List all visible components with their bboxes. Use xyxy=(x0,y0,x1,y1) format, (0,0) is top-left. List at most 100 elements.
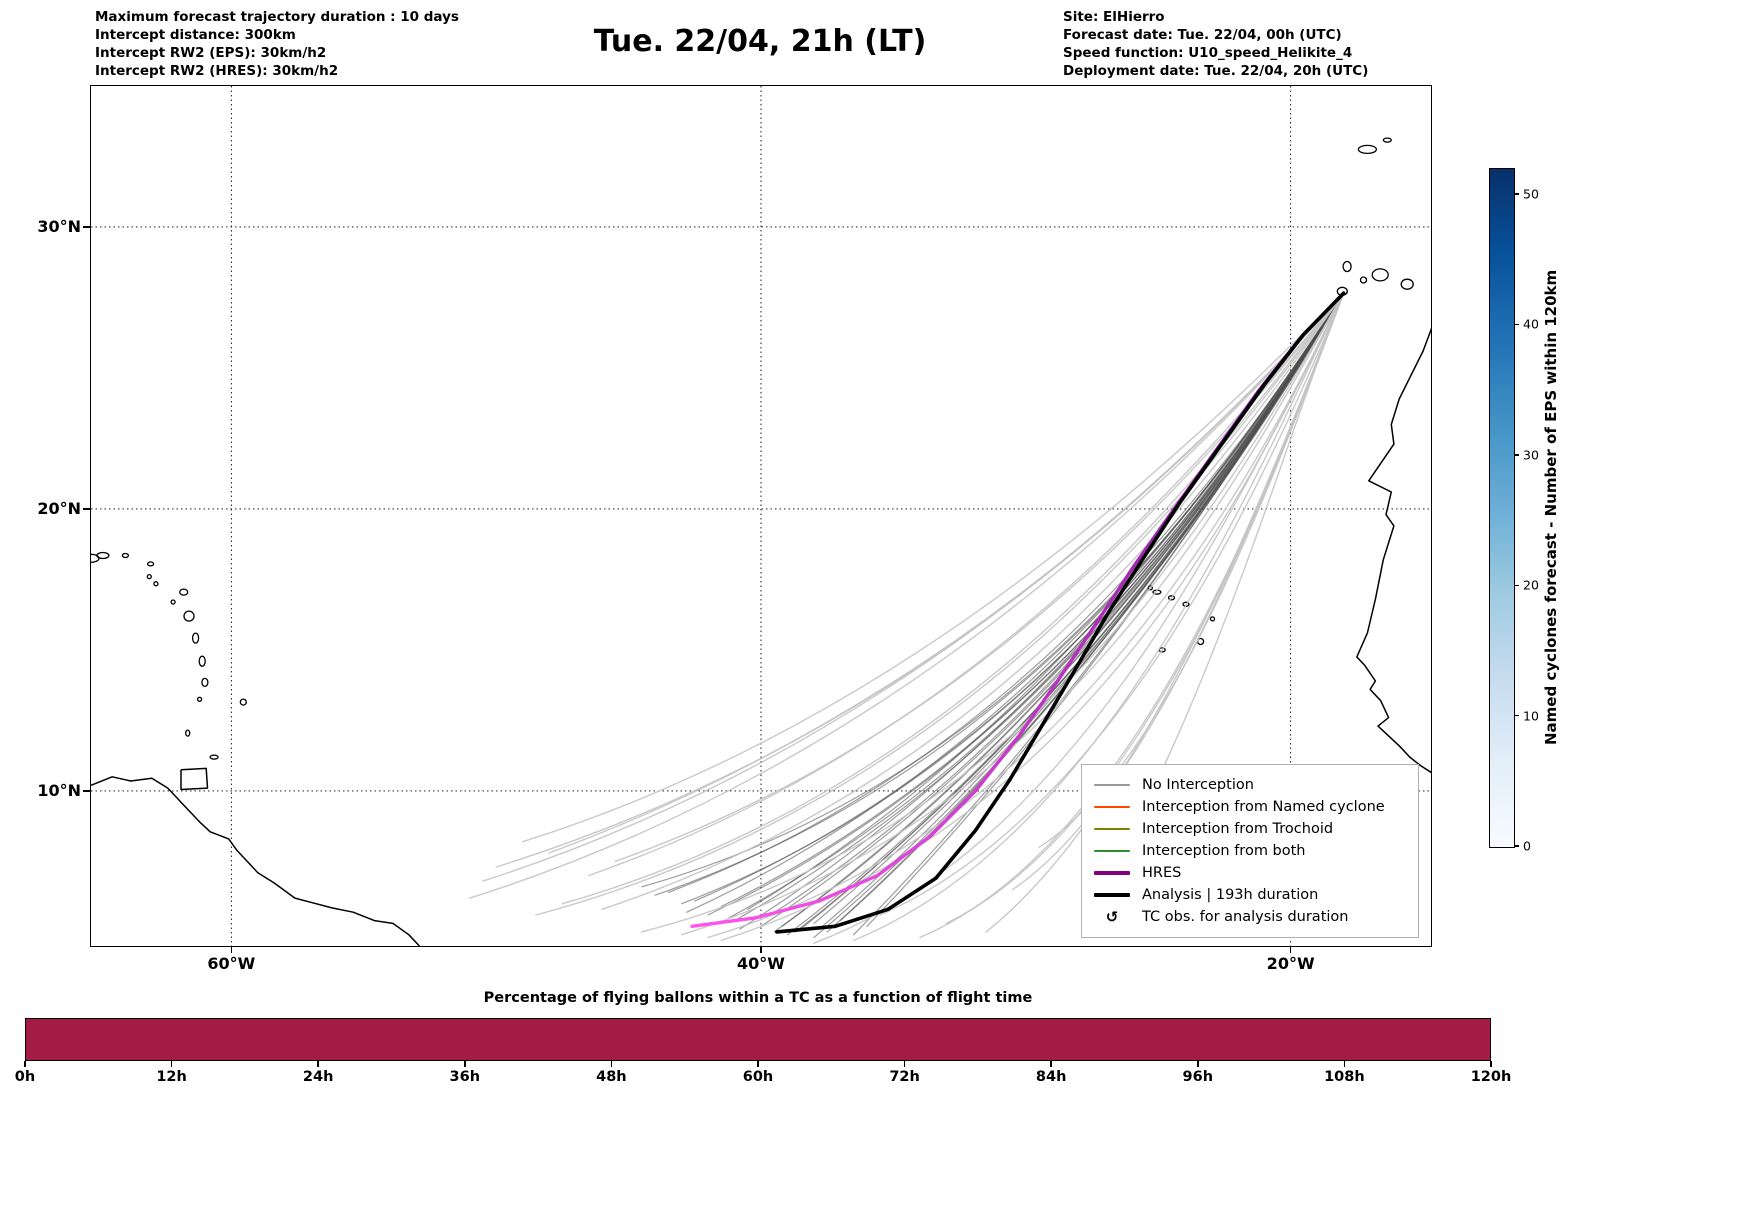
legend-line xyxy=(1094,784,1130,786)
x-tick-label: 20°W xyxy=(1266,954,1315,973)
colorbar-tick-mark xyxy=(1514,845,1519,847)
colorbar-tick-label: 20 xyxy=(1523,577,1539,593)
island xyxy=(185,729,191,737)
legend-item: Interception from both xyxy=(1094,840,1406,862)
y-tick-mark xyxy=(83,226,90,228)
intercept-rw2-eps-text: Intercept RW2 (EPS): 30km/h2 xyxy=(95,45,327,61)
max-duration-text: Maximum forecast trajectory duration : 1… xyxy=(95,9,459,25)
flight-time-tick-label: 48h xyxy=(596,1069,627,1085)
legend-label: Interception from Named cyclone xyxy=(1142,799,1385,815)
flight-time-tick-mark xyxy=(1343,1061,1346,1067)
flight-time-tick-label: 96h xyxy=(1182,1069,1214,1085)
x-tick-label: 40°W xyxy=(737,954,785,973)
ensemble-member-trajectory xyxy=(548,292,1345,854)
y-tick-label: 10°N xyxy=(37,780,81,800)
legend-line xyxy=(1094,828,1130,830)
coastlines xyxy=(91,137,1431,946)
legend-line-swatch xyxy=(1094,870,1130,876)
ensemble-member-trajectory xyxy=(561,292,1345,905)
trinidad xyxy=(180,767,209,791)
map-legend: No Interception Interception from Named c… xyxy=(1081,764,1419,938)
x-tick-mark xyxy=(1289,946,1292,953)
colorbar-tick-mark xyxy=(1514,584,1519,586)
island xyxy=(1209,616,1216,622)
forecast-date-text: Forecast date: Tue. 22/04, 00h (UTC) xyxy=(1063,27,1342,43)
island xyxy=(1342,260,1352,273)
colorbar-tick-label: 10 xyxy=(1523,708,1539,724)
island xyxy=(91,553,100,563)
flight-time-tick-label: 108h xyxy=(1324,1069,1365,1085)
colorbar-tick-mark xyxy=(1514,323,1519,326)
island xyxy=(209,754,219,760)
legend-item: No Interception xyxy=(1094,774,1406,796)
flight-time-tick-mark xyxy=(1490,1061,1492,1067)
colorbar-label: Named cyclones forecast - Number of EPS … xyxy=(1542,269,1560,745)
y-tick-label: 30°N xyxy=(37,216,81,236)
legend-item: Interception from Named cyclone xyxy=(1094,796,1406,818)
flight-time-tick-label: 24h xyxy=(302,1069,334,1085)
ensemble-member-trajectory xyxy=(601,292,1345,910)
ensemble-member-trajectory xyxy=(686,292,1345,913)
intercept-rw2-hres-text: Intercept RW2 (HRES): 30km/h2 xyxy=(95,63,339,79)
legend-line xyxy=(1094,850,1130,852)
colorbar-tick-label: 0 xyxy=(1523,838,1531,854)
deployment-date-text: Deployment date: Tue. 22/04, 20h (UTC) xyxy=(1063,63,1369,79)
island xyxy=(1400,278,1414,290)
legend-line-swatch xyxy=(1094,892,1130,898)
ensemble-member-trajectory xyxy=(728,292,1345,919)
legend-line xyxy=(1094,870,1130,876)
legend-line-swatch xyxy=(1094,828,1130,830)
island xyxy=(191,632,200,644)
percent-bar xyxy=(25,1018,1491,1061)
colorbar-tick-mark xyxy=(1514,193,1519,195)
flight-time-tick-label: 36h xyxy=(449,1069,481,1085)
flight-time-tick-mark xyxy=(1197,1061,1199,1067)
intercept-distance-text: Intercept distance: 300km xyxy=(95,27,296,43)
x-tick-label: 60°W xyxy=(207,954,256,973)
flight-time-tick-mark xyxy=(757,1061,759,1067)
legend-line xyxy=(1094,892,1130,898)
y-tick-label: 20°N xyxy=(37,498,81,518)
colorbar xyxy=(1489,168,1515,848)
ensemble-member-trajectory xyxy=(522,292,1345,843)
island xyxy=(153,581,159,587)
legend-line-swatch xyxy=(1094,850,1130,852)
island xyxy=(201,677,209,688)
flight-time-tick-mark xyxy=(170,1061,173,1067)
flight-time-tick-label: 12h xyxy=(156,1069,187,1085)
legend-item: HRES xyxy=(1094,862,1406,884)
figure-title: Tue. 22/04, 21h (LT) xyxy=(593,24,927,59)
ensemble-member-trajectory xyxy=(818,292,1345,930)
y-tick-mark xyxy=(83,508,90,510)
legend-item: Analysis | 193h duration xyxy=(1094,884,1406,906)
island xyxy=(183,610,195,622)
legend-line-swatch xyxy=(1094,784,1130,786)
ensemble-member-trajectory xyxy=(853,292,1345,942)
south-america-coast xyxy=(91,776,420,946)
island xyxy=(1357,144,1378,155)
colorbar-tick-mark xyxy=(1514,714,1519,717)
island xyxy=(146,561,155,567)
tc-obs-icon: ↺ xyxy=(1105,908,1119,926)
ensemble-member-trajectory xyxy=(469,292,1345,899)
flight-time-tick-mark xyxy=(1050,1061,1052,1067)
flight-time-tick-label: 72h xyxy=(889,1069,920,1085)
x-tick-mark xyxy=(760,946,762,953)
legend-label: TC obs. for analysis duration xyxy=(1142,909,1349,925)
flight-time-tick-label: 84h xyxy=(1035,1069,1067,1085)
legend-line-swatch xyxy=(1094,806,1130,808)
ensemble-member-trajectory xyxy=(641,292,1345,888)
ensemble-member-trajectory xyxy=(641,292,1345,933)
info-block-left: Maximum forecast trajectory duration : 1… xyxy=(95,8,459,80)
flight-time-tick-mark xyxy=(903,1061,906,1067)
legend-label: HRES xyxy=(1142,865,1182,881)
percent-bar-title: Percentage of flying ballons within a TC… xyxy=(483,990,1033,1006)
colorbar-tick-label: 50 xyxy=(1523,186,1539,202)
flight-time-tick-mark xyxy=(24,1061,26,1067)
island xyxy=(146,573,152,580)
island xyxy=(198,655,206,667)
analysis-trajectory xyxy=(775,291,1346,934)
x-tick-mark xyxy=(230,946,233,953)
site-text: Site: ElHierro xyxy=(1063,9,1165,25)
flight-time-tick-mark xyxy=(464,1061,466,1067)
